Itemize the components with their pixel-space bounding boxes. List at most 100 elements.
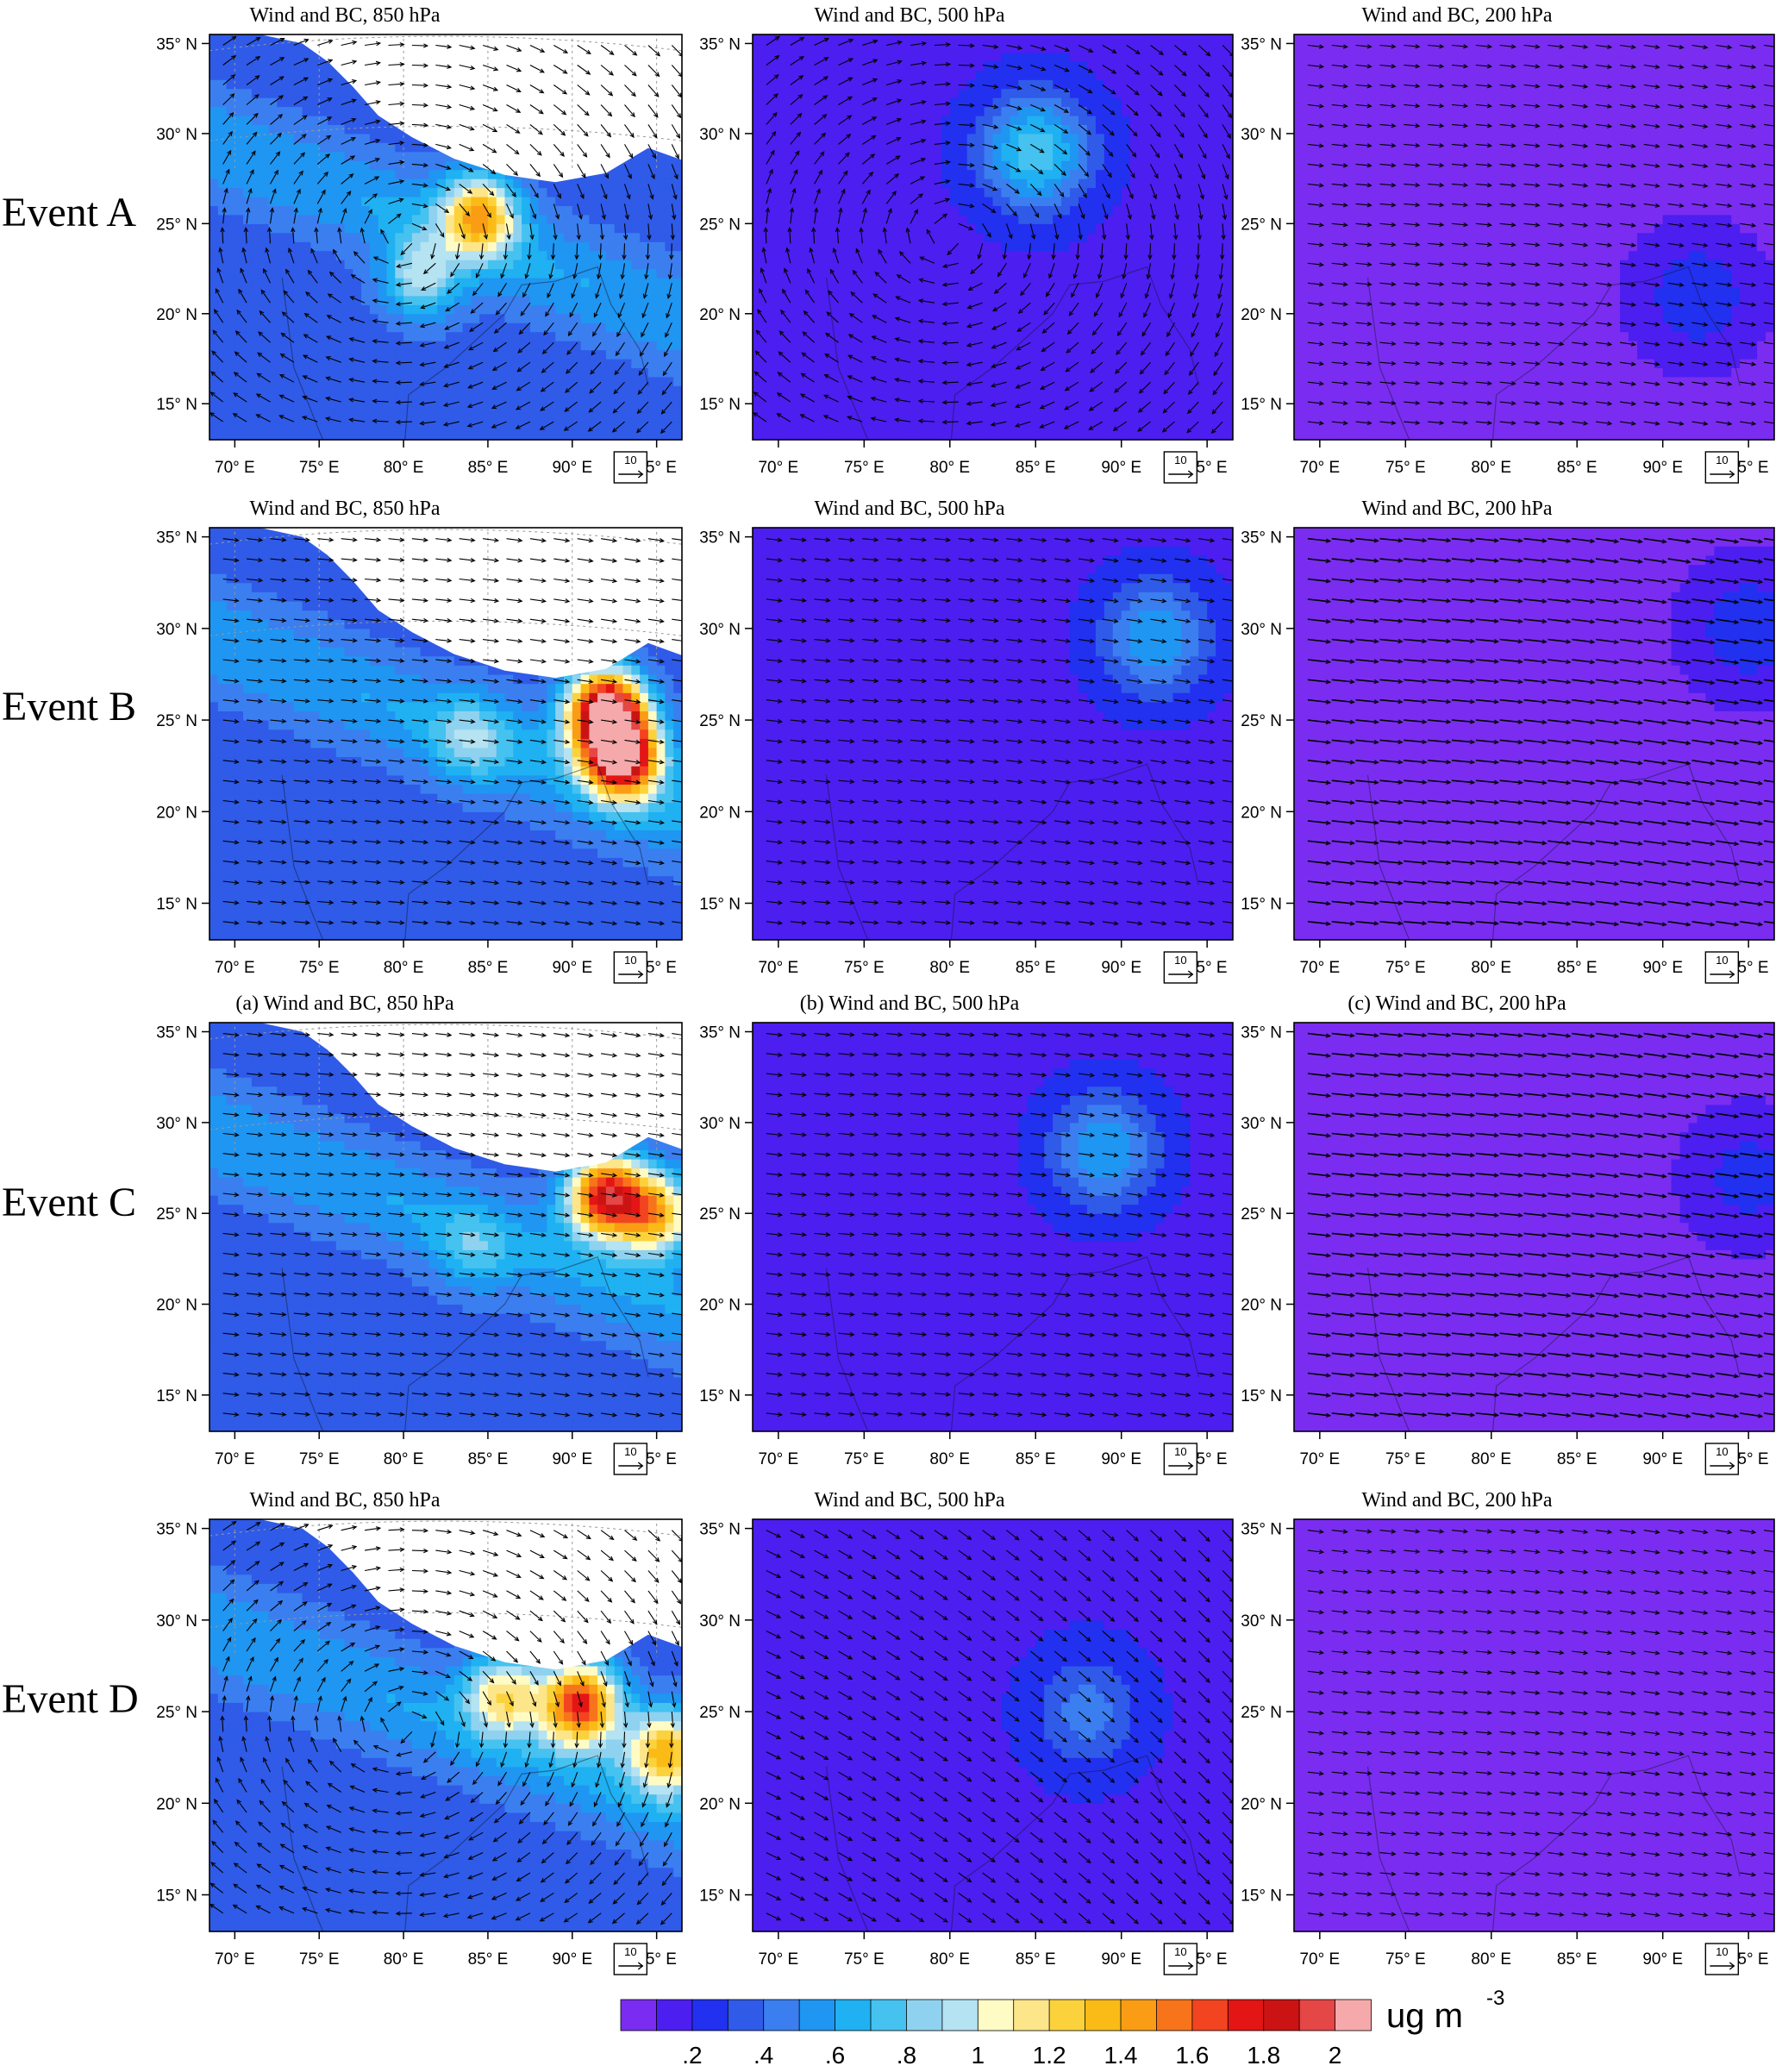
wind-vectors — [1307, 1032, 1774, 1418]
panel-title: Wind and BC, 850 hPa — [249, 1489, 440, 1512]
lat-tick-label: 35° N — [699, 1024, 741, 1042]
colorbar-swatch — [1013, 1999, 1050, 2031]
lon-tick-label: 80° E — [1471, 459, 1511, 477]
wind-vectors — [1307, 1529, 1774, 1918]
lon-tick-label: 80° E — [384, 959, 424, 977]
lat-tick-label: 35° N — [1241, 529, 1282, 548]
reference-vector-label: 10 — [1174, 1445, 1186, 1458]
lon-tick-label: 70° E — [1299, 959, 1340, 977]
reference-vector: 10 — [1704, 1943, 1740, 1975]
lat-tick-label: 35° N — [699, 35, 741, 53]
reference-vector-label: 10 — [1174, 454, 1186, 466]
reference-vector: 10 — [1704, 951, 1740, 984]
lat-tick-label: 25° N — [1241, 1704, 1282, 1722]
map-field — [209, 34, 682, 440]
map-panel: 15° N 20° N 25° N 30° N 35° N 70° E 75° E 80° E… — [156, 4, 683, 484]
panel-title: Wind and BC, 200 hPa — [1361, 498, 1552, 520]
lat-tick-label: 30° N — [699, 126, 741, 144]
wind-vectors — [222, 537, 682, 926]
map-field — [753, 34, 1233, 440]
colorbar-swatch — [691, 1999, 729, 2031]
lat-tick-label: 25° N — [156, 216, 197, 234]
lon-tick-label: 85° E — [468, 459, 509, 477]
reference-vector-label: 10 — [1174, 1945, 1186, 1958]
lat-tick-label: 25° N — [156, 712, 197, 730]
lon-tick-label: 80° E — [929, 959, 970, 977]
colorbar-unit: ug m — [1386, 1997, 1463, 2035]
map-panel: 15° N 20° N 25° N 30° N 35° N 70° E 75° E 80° E… — [1241, 4, 1775, 484]
lat-tick-label: 30° N — [156, 1612, 197, 1631]
lon-tick-label: 80° E — [384, 1450, 424, 1468]
lon-tick-label: 90° E — [552, 459, 592, 477]
lat-tick-label: 15° N — [699, 1387, 741, 1405]
panel-title: (b) Wind and BC, 500 hPa — [800, 992, 1020, 1015]
lat-tick-label: 30° N — [699, 621, 741, 639]
panel-frame — [1293, 34, 1775, 441]
lon-tick-label: 70° E — [215, 959, 255, 977]
panel-title: Wind and BC, 850 hPa — [249, 4, 440, 27]
colorbar-swatch — [656, 1999, 693, 2031]
lon-tick-label: 75° E — [1385, 459, 1426, 477]
colorbar-swatch — [1048, 1999, 1086, 2031]
lat-tick-label: 15° N — [1241, 396, 1282, 414]
coastline — [281, 1256, 649, 1431]
lat-tick-label: 30° N — [699, 1115, 741, 1133]
colorbar-unit-exponent: -3 — [1486, 1987, 1504, 2010]
lat-tick-label: 20° N — [156, 1795, 197, 1813]
lon-tick-label: 85° E — [1016, 1950, 1056, 1969]
lat-tick-label: 20° N — [699, 306, 741, 324]
lat-tick-label: 35° N — [1241, 35, 1282, 53]
lon-tick-label: 90° E — [552, 1950, 592, 1969]
colorbar-tick-label: .8 — [897, 2042, 916, 2069]
panel-frame — [752, 34, 1234, 441]
lon-tick-label: 85° E — [1016, 1450, 1056, 1468]
panel-title: (c) Wind and BC, 200 hPa — [1347, 992, 1566, 1015]
map-panel: 15° N 20° N 25° N 30° N 35° N 70° E 75° E 80° E… — [1241, 498, 1775, 984]
coastline — [1366, 1256, 1741, 1431]
colorbar-swatch — [1227, 1999, 1265, 2031]
colorbar-tick-label: .2 — [682, 2042, 702, 2069]
reference-vector: 10 — [613, 1443, 648, 1475]
lat-tick-label: 20° N — [156, 306, 197, 324]
colorbar-swatch — [1156, 1999, 1193, 2031]
colorbar-tick-label: 1.4 — [1104, 2042, 1138, 2069]
lat-tick-label: 30° N — [1241, 1612, 1282, 1631]
colorbar-swatch — [1120, 1999, 1158, 2031]
masked-terrain — [259, 528, 682, 679]
panel-title: (a) Wind and BC, 850 hPa — [235, 992, 454, 1015]
colorbar-swatch — [620, 1999, 658, 2031]
lat-tick-label: 35° N — [156, 529, 197, 548]
coastline — [281, 763, 649, 940]
panel-title: Wind and BC, 200 hPa — [1361, 1489, 1552, 1512]
wind-vectors — [766, 1530, 1233, 1925]
colorbar-swatch — [1263, 1999, 1300, 2031]
colorbar-tick-label: .6 — [825, 2042, 845, 2069]
coastline — [1366, 763, 1741, 940]
lat-tick-label: 35° N — [1241, 1521, 1282, 1539]
lat-tick-label: 25° N — [699, 1704, 741, 1722]
colorbar-tick-label: 1.6 — [1175, 2042, 1209, 2069]
panel-frame — [752, 1022, 1234, 1432]
lat-tick-label: 20° N — [156, 804, 197, 822]
lat-tick-label: 15° N — [156, 1887, 197, 1906]
reference-vector: 10 — [1163, 951, 1198, 984]
reference-vector: 10 — [1163, 451, 1198, 484]
reference-vector: 10 — [613, 1943, 648, 1975]
lon-tick-label: 90° E — [552, 1450, 592, 1468]
lat-tick-label: 30° N — [156, 126, 197, 144]
colorbar-tick-label: 2 — [1329, 2042, 1342, 2069]
lon-tick-label: 80° E — [1471, 1450, 1511, 1468]
lon-tick-label: 80° E — [1471, 959, 1511, 977]
coastline — [825, 266, 1199, 440]
colorbar-swatch — [1085, 1999, 1122, 2031]
reference-vector-label: 10 — [624, 1945, 636, 1958]
map-panel: 15° N 20° N 25° N 30° N 35° N 70° E 75° E 80° E… — [1241, 992, 1775, 1475]
lat-tick-label: 30° N — [156, 621, 197, 639]
lon-tick-label: 70° E — [215, 1950, 255, 1969]
wind-vectors — [766, 537, 1233, 926]
panel-title: Wind and BC, 500 hPa — [814, 1489, 1004, 1512]
wind-vectors — [766, 1032, 1233, 1418]
lon-tick-label: 90° E — [1101, 1950, 1141, 1969]
lat-tick-label: 20° N — [699, 1795, 741, 1813]
